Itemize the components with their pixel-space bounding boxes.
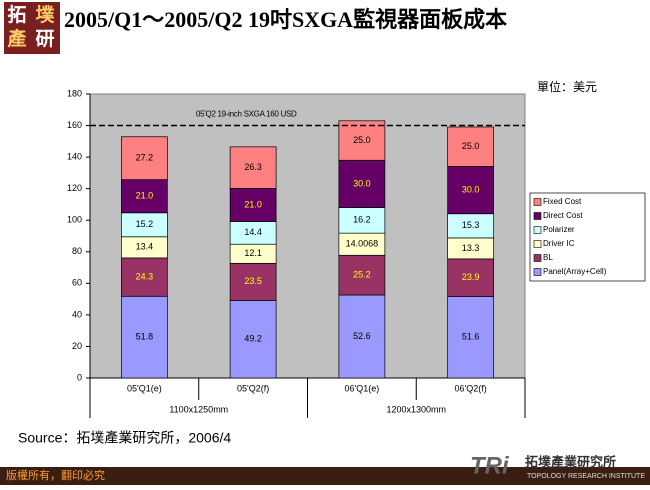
- y-tick-label: 100: [67, 215, 82, 225]
- logo-box: [4, 2, 60, 54]
- y-tick-label: 160: [67, 120, 82, 130]
- source: Source：拓墣產業研究所，2006/4: [18, 430, 231, 446]
- bar-segment: [447, 166, 494, 215]
- data-label: 12.1: [244, 248, 262, 258]
- logo-char: 產: [7, 27, 26, 50]
- x-tick-label: 05'Q2(f): [237, 383, 269, 393]
- data-label: 25.0: [462, 141, 480, 151]
- logo-char: 研: [35, 28, 54, 50]
- unit-label: 單位：美元: [537, 79, 597, 94]
- logo-brand: TRi: [470, 452, 510, 479]
- x-tick-label: 06'Q1(e): [345, 383, 380, 393]
- legend-label: Polarizer: [543, 225, 575, 234]
- y-tick-label: 180: [67, 88, 82, 98]
- data-label: 24.3: [136, 271, 154, 281]
- group-label: 1200x1300mm: [386, 404, 446, 414]
- data-label: 16.2: [353, 215, 371, 225]
- legend-swatch: [533, 212, 542, 220]
- legend-label: Direct Cost: [543, 211, 583, 220]
- reference-label: 05'Q2 19-inch SXGA 160 USD: [196, 110, 297, 119]
- group-label: 1100x1250mm: [169, 404, 228, 414]
- y-tick-label: 120: [67, 183, 82, 193]
- bar-segment: [447, 213, 494, 239]
- bar-segment: [121, 179, 168, 214]
- data-label: 21.0: [136, 191, 154, 201]
- y-tick-label: 80: [72, 246, 82, 256]
- logo-english: TOPOLOGY RESEARCH INSTITUTE: [527, 473, 645, 480]
- legend-swatch: [533, 226, 542, 234]
- legend-swatch: [533, 198, 542, 206]
- bar-segment: [447, 126, 494, 167]
- bar-segment: [338, 120, 386, 161]
- y-tick-label: 60: [72, 278, 82, 288]
- data-label: 14.0068: [346, 239, 379, 249]
- bar-segment: [229, 146, 277, 189]
- data-label: 51.8: [136, 332, 154, 342]
- y-tick-label: 40: [72, 309, 82, 319]
- data-label: 14.4: [244, 227, 262, 237]
- footer-bar: [0, 467, 650, 485]
- y-tick-label: 20: [72, 341, 82, 351]
- logo-char: 墣: [35, 4, 54, 26]
- data-label: 26.3: [244, 162, 262, 172]
- x-tick-label: 06'Q2(f): [455, 383, 487, 393]
- data-label: 25.2: [353, 270, 371, 280]
- data-label: 15.2: [136, 219, 154, 229]
- y-tick-label: 140: [67, 151, 82, 161]
- data-label: 23.5: [244, 276, 262, 286]
- bar-segment: [338, 254, 386, 296]
- legend-label: Fixed Cost: [543, 197, 582, 206]
- y-tick-label: 0: [77, 372, 82, 382]
- footer-text: 版權所有，翻印必究: [6, 468, 105, 482]
- data-label: 51.6: [462, 332, 480, 342]
- chart-title: 2005/Q1～2005/Q2 19吋SXGA監視器面板成本: [64, 7, 507, 32]
- bar-segment: [338, 159, 386, 208]
- data-label: 52.6: [353, 331, 371, 341]
- data-label: 13.3: [462, 243, 480, 253]
- data-label: 49.2: [244, 334, 262, 344]
- data-label: 23.9: [462, 272, 480, 282]
- logo-char: 拓: [7, 3, 26, 26]
- data-label: 27.2: [136, 153, 154, 163]
- bar-segment: [338, 294, 386, 379]
- bar-segment: [229, 188, 277, 222]
- bar-segment: [229, 300, 277, 379]
- chart: 0 20 40 60 80 100 120 140 160 180 1100x1250mm 1200x…: [67, 88, 646, 418]
- legend-swatch: [533, 268, 542, 276]
- bar-segment: [447, 258, 494, 297]
- bar-segment: [121, 136, 168, 181]
- data-label: 30.0: [462, 184, 480, 194]
- data-label: 25.0: [353, 135, 371, 145]
- bar-segment: [229, 262, 277, 301]
- legend-box: [529, 192, 646, 282]
- data-label: 15.3: [462, 220, 480, 230]
- data-label: 13.4: [136, 242, 154, 252]
- legend-swatch: [533, 254, 542, 262]
- logo-name: 拓墣產業研究所: [525, 454, 616, 469]
- legend-label: Driver IC: [543, 239, 575, 248]
- bar-segment: [121, 295, 168, 379]
- legend-swatch: [533, 240, 542, 248]
- data-label: 30.0: [353, 178, 371, 188]
- legend-label: BL: [543, 253, 553, 262]
- legend-label: Panel(Array+Cell): [543, 267, 607, 276]
- bar-segment: [338, 207, 386, 234]
- data-label: 21.0: [244, 199, 262, 209]
- x-tick-label: 05'Q1(e): [127, 383, 162, 393]
